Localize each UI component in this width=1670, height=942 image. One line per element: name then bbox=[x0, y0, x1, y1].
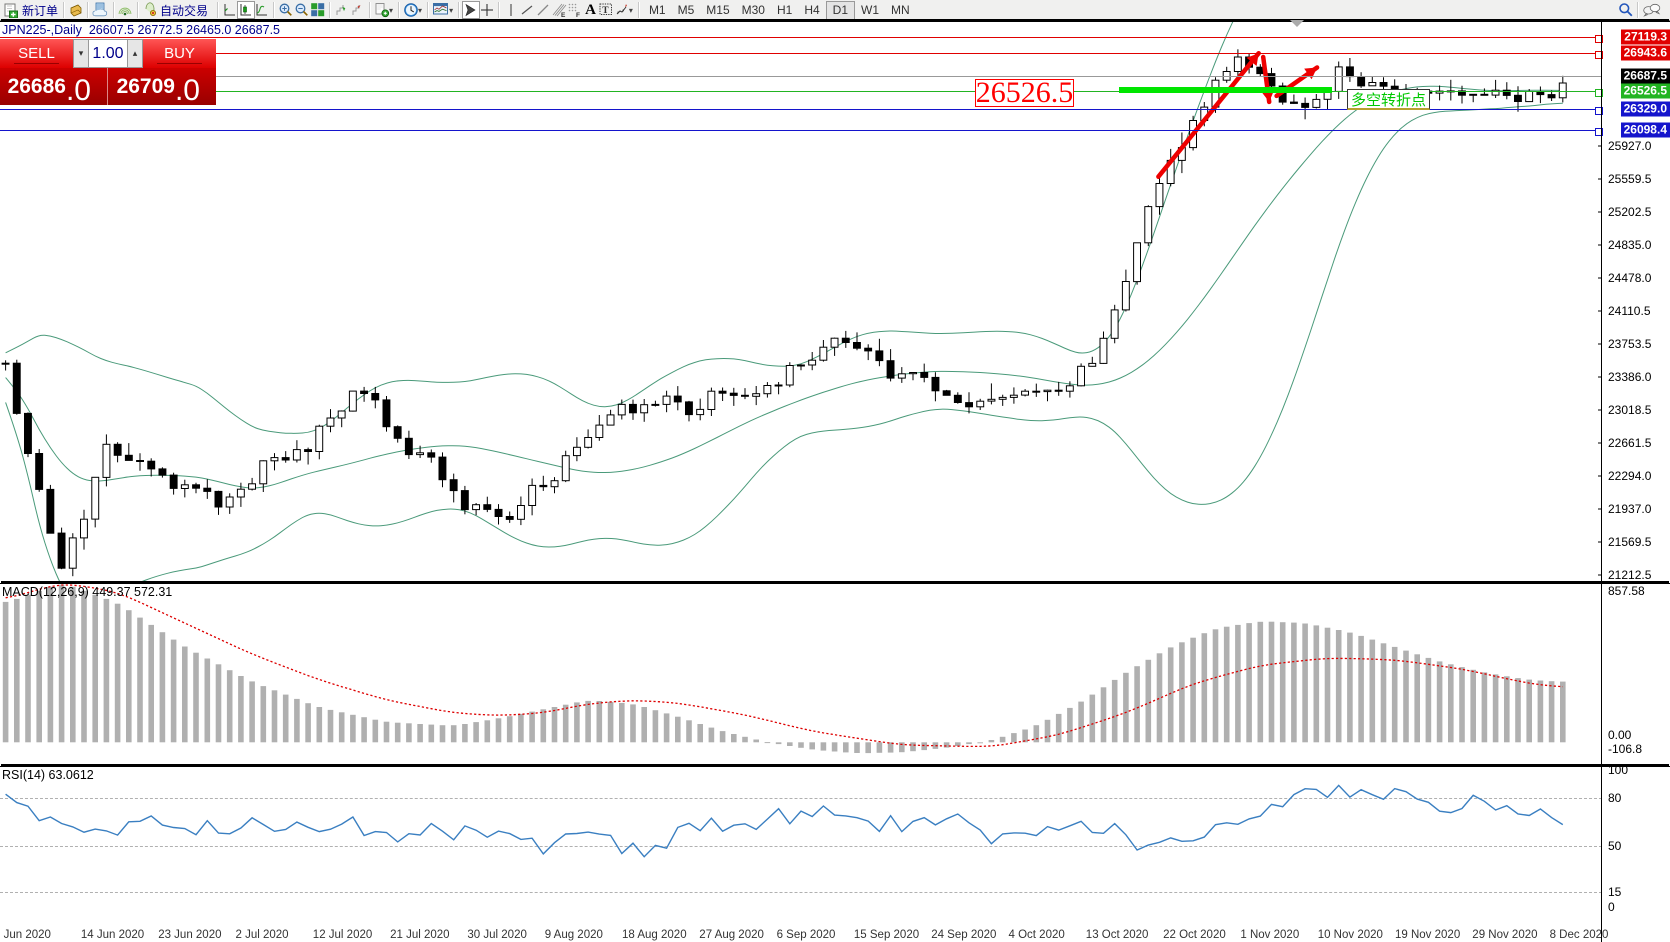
svg-text:T: T bbox=[602, 6, 609, 16]
svg-text:F: F bbox=[576, 12, 580, 18]
svg-text:E: E bbox=[561, 12, 566, 18]
